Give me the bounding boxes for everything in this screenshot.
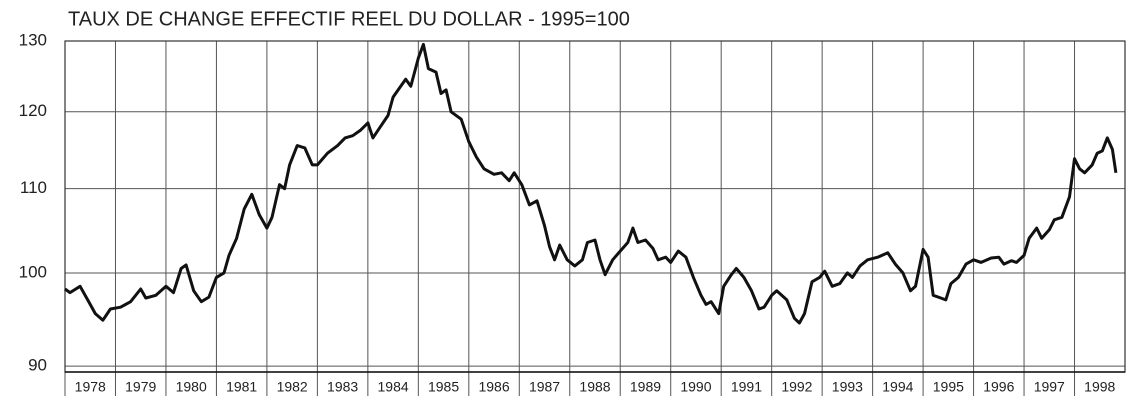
x-tick-label: 1998 <box>1084 379 1115 395</box>
x-tick-label: 1991 <box>731 379 762 395</box>
x-tick-label: 1980 <box>176 379 207 395</box>
x-tick-label: 1979 <box>125 379 156 395</box>
x-tick-label: 1983 <box>327 379 358 395</box>
x-tick-label: 1993 <box>832 379 863 395</box>
x-tick-label: 1996 <box>983 379 1014 395</box>
x-tick-label: 1986 <box>478 379 509 395</box>
plot-frame <box>64 40 1126 373</box>
x-tick-label: 1987 <box>529 379 560 395</box>
y-tick-label: 120 <box>19 101 47 120</box>
x-tick-label: 1985 <box>428 379 459 395</box>
x-tick-label: 1988 <box>579 379 610 395</box>
chart-title: TAUX DE CHANGE EFFECTIF REEL DU DOLLAR -… <box>68 8 630 30</box>
y-tick-label: 100 <box>19 262 47 281</box>
x-tick-label: 1989 <box>630 379 661 395</box>
x-tick-label: 1990 <box>680 379 711 395</box>
x-tick-label: 1981 <box>226 379 257 395</box>
x-tick-label: 1994 <box>882 379 913 395</box>
x-tick-label: 1992 <box>781 379 812 395</box>
x-tick-label: 1997 <box>1034 379 1065 395</box>
x-tick-label: 1982 <box>277 379 308 395</box>
y-tick-label: 90 <box>28 356 47 375</box>
x-tick-label: 1995 <box>933 379 964 395</box>
x-tick-label: 1978 <box>75 379 106 395</box>
x-tick-label: 1984 <box>378 379 409 395</box>
y-tick-label: 110 <box>20 178 47 197</box>
series-line <box>64 42 1118 325</box>
y-tick-label: 130 <box>19 30 47 49</box>
